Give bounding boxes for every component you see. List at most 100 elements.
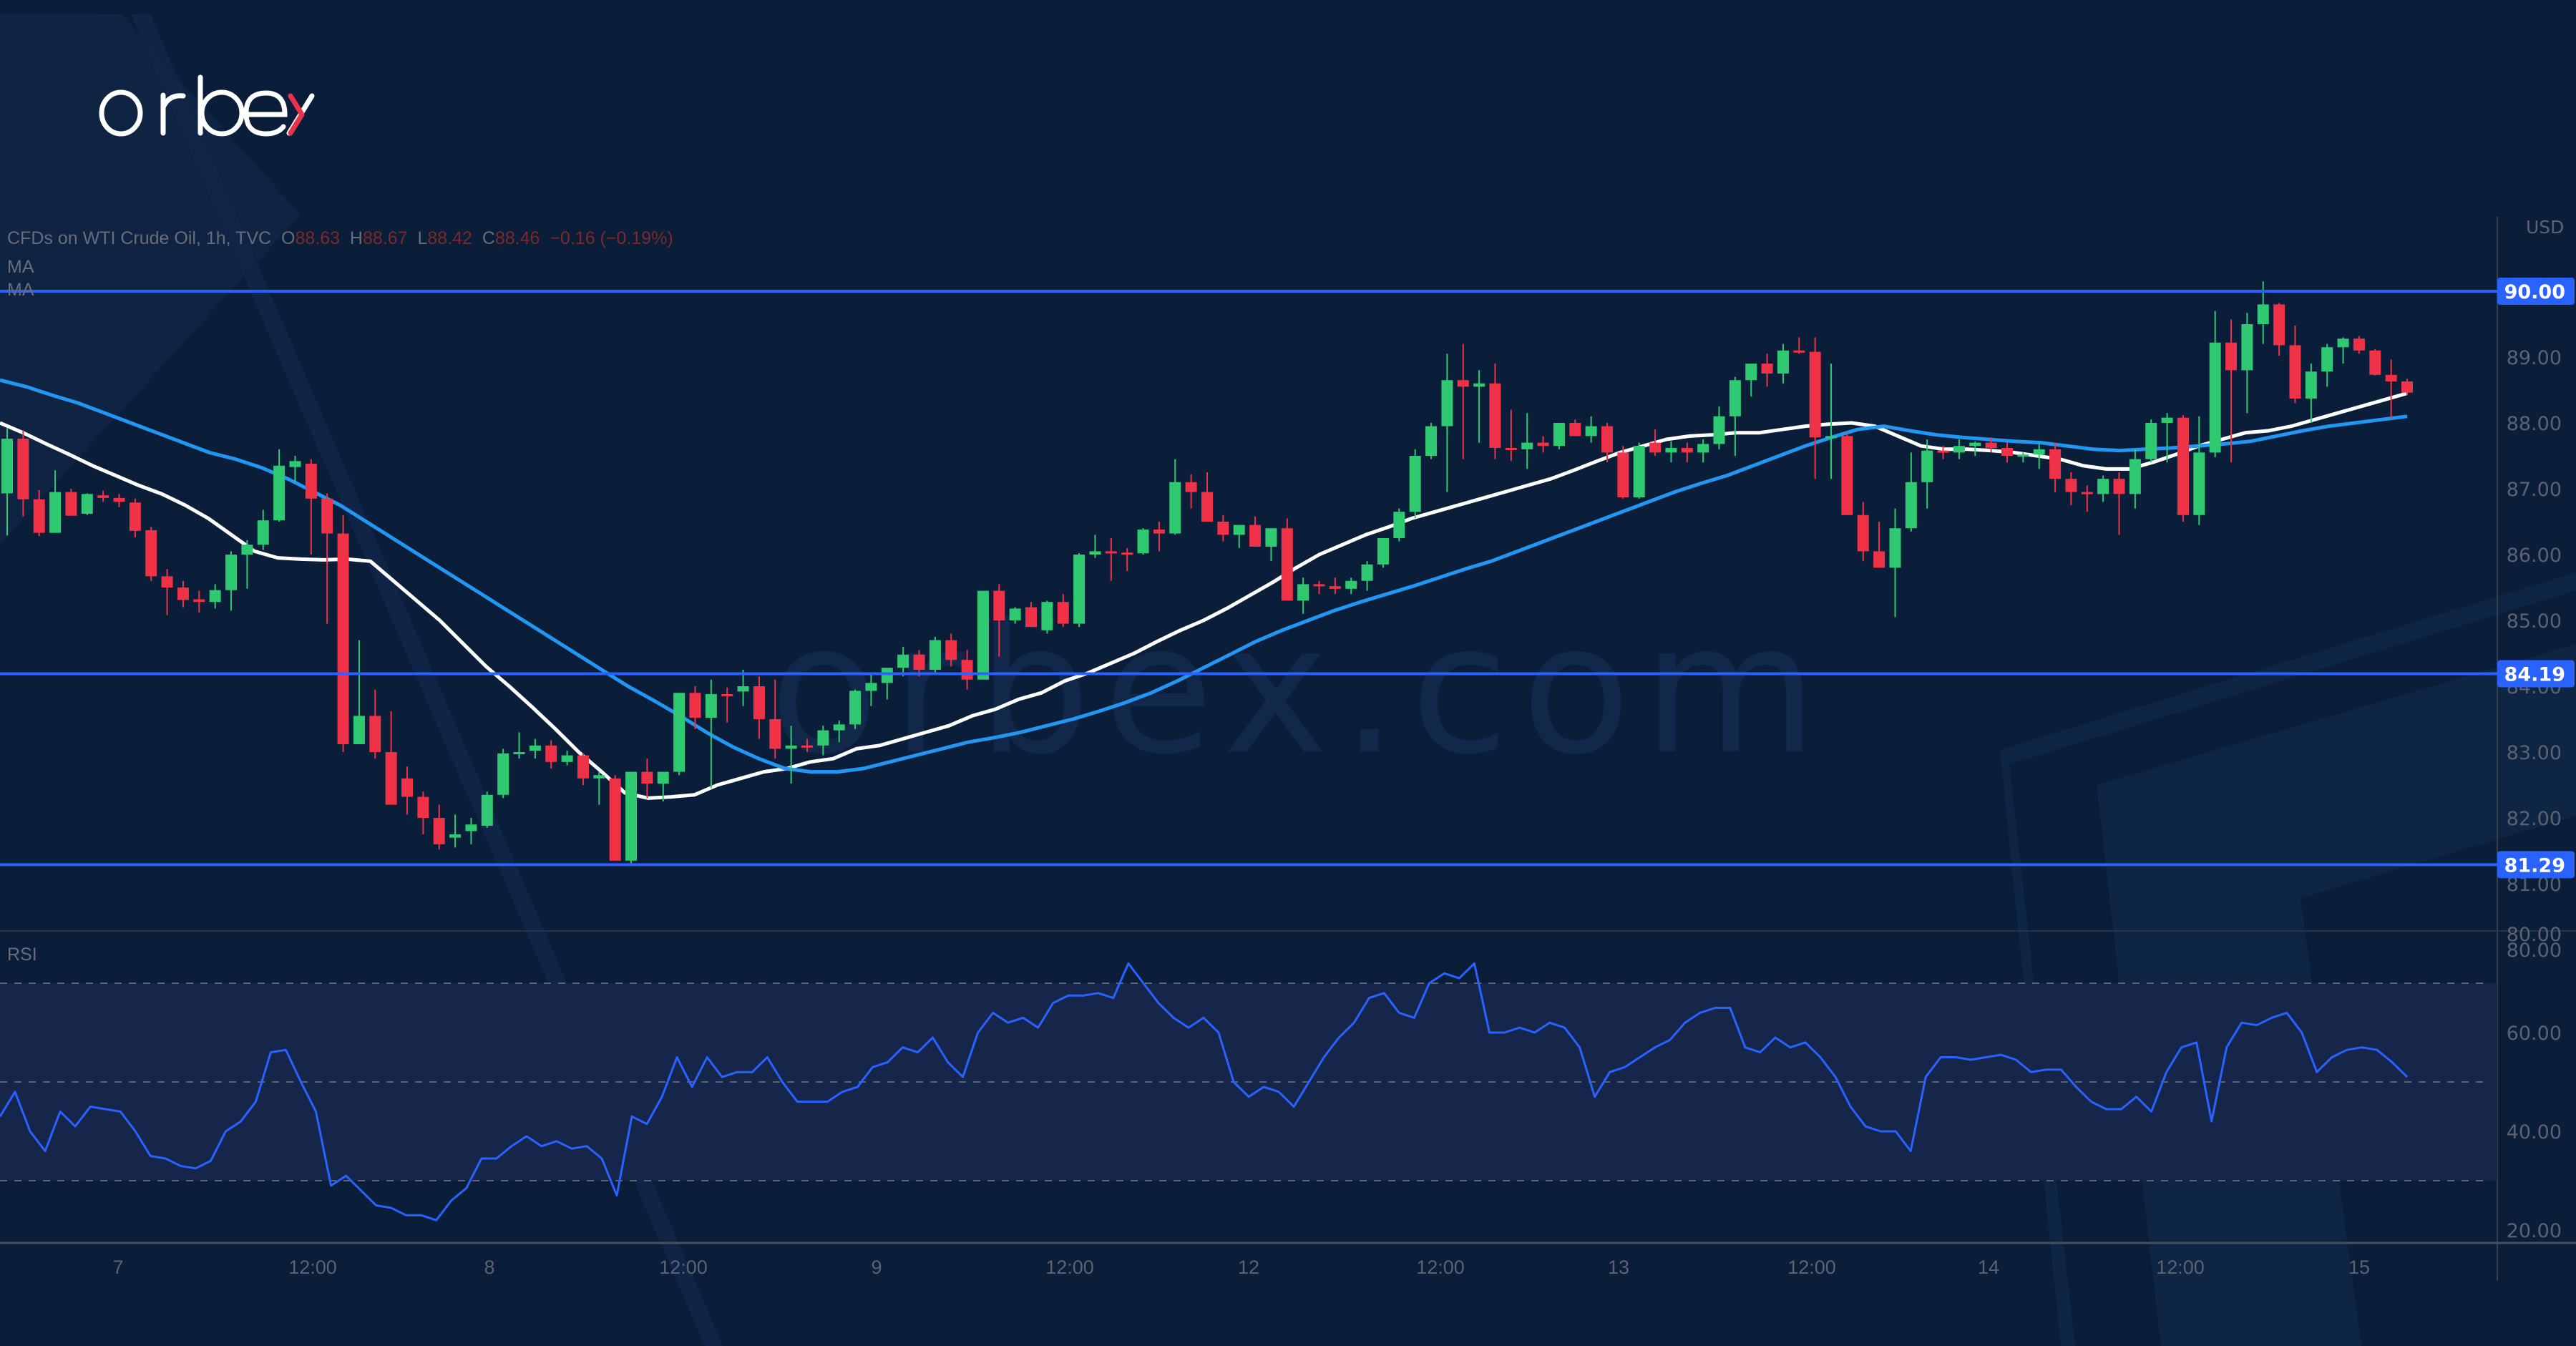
candle-up[interactable] — [1009, 608, 1021, 620]
candle-up[interactable] — [1073, 555, 1085, 624]
candle-up[interactable] — [2337, 338, 2349, 348]
candle-up[interactable] — [273, 465, 286, 521]
candle-up[interactable] — [2257, 304, 2269, 324]
candle-down[interactable] — [2353, 338, 2365, 351]
candle-up[interactable] — [465, 824, 477, 832]
candle-up[interactable] — [1137, 530, 1149, 554]
candle-up[interactable] — [2305, 371, 2317, 399]
candle-down[interactable] — [2273, 304, 2285, 346]
candle-down[interactable] — [385, 752, 397, 805]
candle-up[interactable] — [929, 640, 941, 670]
candle-down[interactable] — [1985, 442, 1997, 448]
candle-up[interactable] — [977, 590, 989, 680]
candle-down[interactable] — [1329, 586, 1341, 589]
candle-up[interactable] — [2097, 479, 2109, 494]
candle-down[interactable] — [1153, 530, 1165, 534]
candle-up[interactable] — [1265, 528, 1277, 547]
rsi-line[interactable] — [0, 962, 2409, 1221]
candle-down[interactable] — [1761, 364, 1773, 374]
candle-down[interactable] — [337, 533, 349, 744]
candle-up[interactable] — [1169, 482, 1181, 534]
candle-up[interactable] — [2145, 423, 2157, 459]
candle-up[interactable] — [1409, 456, 1421, 512]
indicator-ma-1[interactable]: MA — [7, 257, 34, 277]
candle-down[interactable] — [1281, 528, 1293, 601]
candle-up[interactable] — [1825, 436, 1838, 439]
candle-up[interactable] — [1393, 512, 1405, 538]
candle-down[interactable] — [1105, 551, 1117, 554]
candle-up[interactable] — [529, 745, 541, 751]
candle-down[interactable] — [33, 499, 45, 533]
candle-up[interactable] — [785, 745, 797, 749]
candle-down[interactable] — [369, 716, 381, 752]
candle-up[interactable] — [2129, 459, 2141, 494]
candle-down[interactable] — [1121, 552, 1133, 555]
candle-down[interactable] — [2065, 479, 2077, 492]
candle-down[interactable] — [1857, 514, 1869, 552]
candle-down[interactable] — [1185, 482, 1197, 492]
candle-down[interactable] — [401, 778, 413, 797]
candle-up[interactable] — [833, 724, 845, 731]
candle-up[interactable] — [497, 753, 509, 795]
candle-down[interactable] — [1937, 450, 1949, 453]
candle-down[interactable] — [2081, 492, 2093, 494]
candle-up[interactable] — [1665, 447, 1677, 453]
candle-down[interactable] — [1601, 426, 1613, 453]
candle-up[interactable] — [897, 654, 909, 668]
candle-down[interactable] — [1569, 423, 1581, 437]
candle-up[interactable] — [81, 494, 93, 514]
candle-up[interactable] — [241, 545, 253, 555]
candle-up[interactable] — [673, 693, 686, 772]
candle-down[interactable] — [2385, 374, 2397, 382]
candle-up[interactable] — [817, 730, 829, 746]
candle-down[interactable] — [113, 497, 125, 502]
candle-up[interactable] — [2321, 347, 2333, 372]
candle-down[interactable] — [1457, 380, 1469, 387]
candle-up[interactable] — [513, 752, 525, 754]
candle-up[interactable] — [1633, 446, 1645, 497]
candle-down[interactable] — [1057, 602, 1069, 624]
candle-up[interactable] — [2209, 342, 2221, 453]
candle-down[interactable] — [1681, 447, 1693, 453]
candle-down[interactable] — [2049, 449, 2062, 479]
candle-down[interactable] — [769, 719, 781, 749]
candle-up[interactable] — [865, 683, 877, 691]
candle-down[interactable] — [1249, 525, 1262, 547]
candle-up[interactable] — [1089, 551, 1101, 555]
candle-down[interactable] — [609, 778, 621, 861]
candle-down[interactable] — [1873, 551, 1885, 568]
candle-down[interactable] — [305, 464, 317, 499]
candle-up[interactable] — [561, 755, 573, 762]
candle-down[interactable] — [2177, 417, 2189, 515]
candle-up[interactable] — [737, 686, 749, 692]
candle-down[interactable] — [801, 745, 813, 748]
candle-down[interactable] — [433, 818, 445, 844]
candle-down[interactable] — [2225, 342, 2238, 371]
candle-up[interactable] — [1585, 426, 1597, 437]
candle-up[interactable] — [1345, 580, 1357, 589]
candle-down[interactable] — [1025, 607, 1038, 628]
candle-up[interactable] — [2241, 324, 2253, 371]
candle-down[interactable] — [2289, 345, 2301, 399]
candle-up[interactable] — [1521, 442, 1533, 449]
candle-down[interactable] — [2401, 381, 2413, 393]
candle-up[interactable] — [257, 520, 269, 545]
candle-up[interactable] — [1777, 350, 1789, 374]
candle-up[interactable] — [1745, 364, 1757, 381]
candle-up[interactable] — [1361, 564, 1373, 581]
candle-up[interactable] — [1553, 423, 1565, 447]
candle-down[interactable] — [129, 502, 141, 531]
indicator-ma-2[interactable]: MA — [7, 280, 34, 300]
candle-up[interactable] — [1713, 416, 1725, 444]
candle-down[interactable] — [961, 660, 973, 680]
candle-down[interactable] — [1217, 522, 1229, 535]
candle-down[interactable] — [1617, 452, 1629, 497]
candle-down[interactable] — [97, 495, 109, 498]
candle-down[interactable] — [145, 530, 157, 577]
candle-down[interactable] — [1505, 447, 1517, 450]
candle-down[interactable] — [2001, 447, 2013, 456]
candle-down[interactable] — [1793, 350, 1805, 353]
candle-up[interactable] — [225, 555, 238, 590]
candle-down[interactable] — [321, 498, 333, 534]
